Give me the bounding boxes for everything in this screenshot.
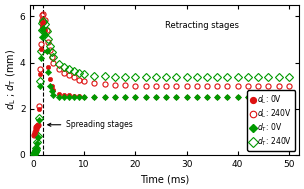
X-axis label: Time (ms): Time (ms): [140, 174, 189, 184]
Text: Spreading stages: Spreading stages: [48, 120, 133, 129]
Y-axis label: $d_\mathrm{L}$ ; $d_\mathrm{T}$ (mm): $d_\mathrm{L}$ ; $d_\mathrm{T}$ (mm): [5, 49, 19, 110]
Text: Retracting stages: Retracting stages: [165, 21, 239, 30]
Legend: $d_\mathrm{L}$: 0V, $d_\mathrm{L}$: 240V, $d_\mathrm{T}$: 0V, $d_\mathrm{T}$: 24: $d_\mathrm{L}$: 0V, $d_\mathrm{L}$: 240V…: [247, 90, 295, 151]
